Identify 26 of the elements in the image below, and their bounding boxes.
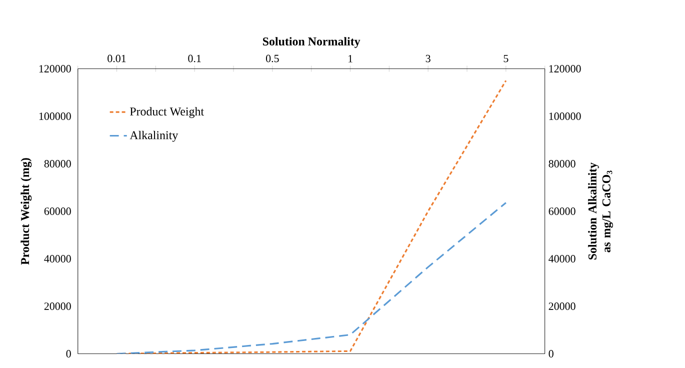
y-tick-label: 100000 [39, 112, 71, 120]
y-tick-label: 80000 [44, 160, 71, 168]
x-tick-label: 0.5 [266, 54, 279, 62]
y2-axis-title: Solution Alkalinity as mg/L CaCO$_{3}$ [588, 162, 613, 260]
x-tick-label: 0.1 [188, 54, 201, 62]
x-tick-label: 1 [348, 55, 352, 62]
line-series [116, 202, 507, 354]
y-tick-label: 20000 [44, 302, 71, 310]
y-tick-label: 60000 [44, 208, 71, 215]
x-tick-label: 5 [504, 54, 508, 62]
x-axis-title: Solution Normality [262, 37, 360, 48]
y-tick-label: 120000 [39, 65, 71, 72]
y-tick-label: 40000 [44, 255, 71, 262]
legend-label: Alkalinity [130, 130, 178, 142]
x-tick-label: 0.01 [108, 54, 126, 62]
legend-label: Product Weight [130, 107, 204, 118]
x-tick-label: 3 [426, 54, 430, 62]
y2-tick-label: 120000 [549, 65, 581, 72]
y-axis-title: Product Weight (mg) [20, 158, 32, 265]
y2-tick-label: 0 [548, 350, 554, 358]
y2-tick-label: 100000 [549, 112, 581, 120]
y2-tick-label: 80000 [548, 160, 576, 168]
y-tick-label: 0 [66, 350, 71, 358]
y2-tick-label: 40000 [548, 255, 576, 262]
y2-tick-label: 20000 [548, 302, 576, 310]
y2-tick-label: 60000 [548, 208, 576, 215]
